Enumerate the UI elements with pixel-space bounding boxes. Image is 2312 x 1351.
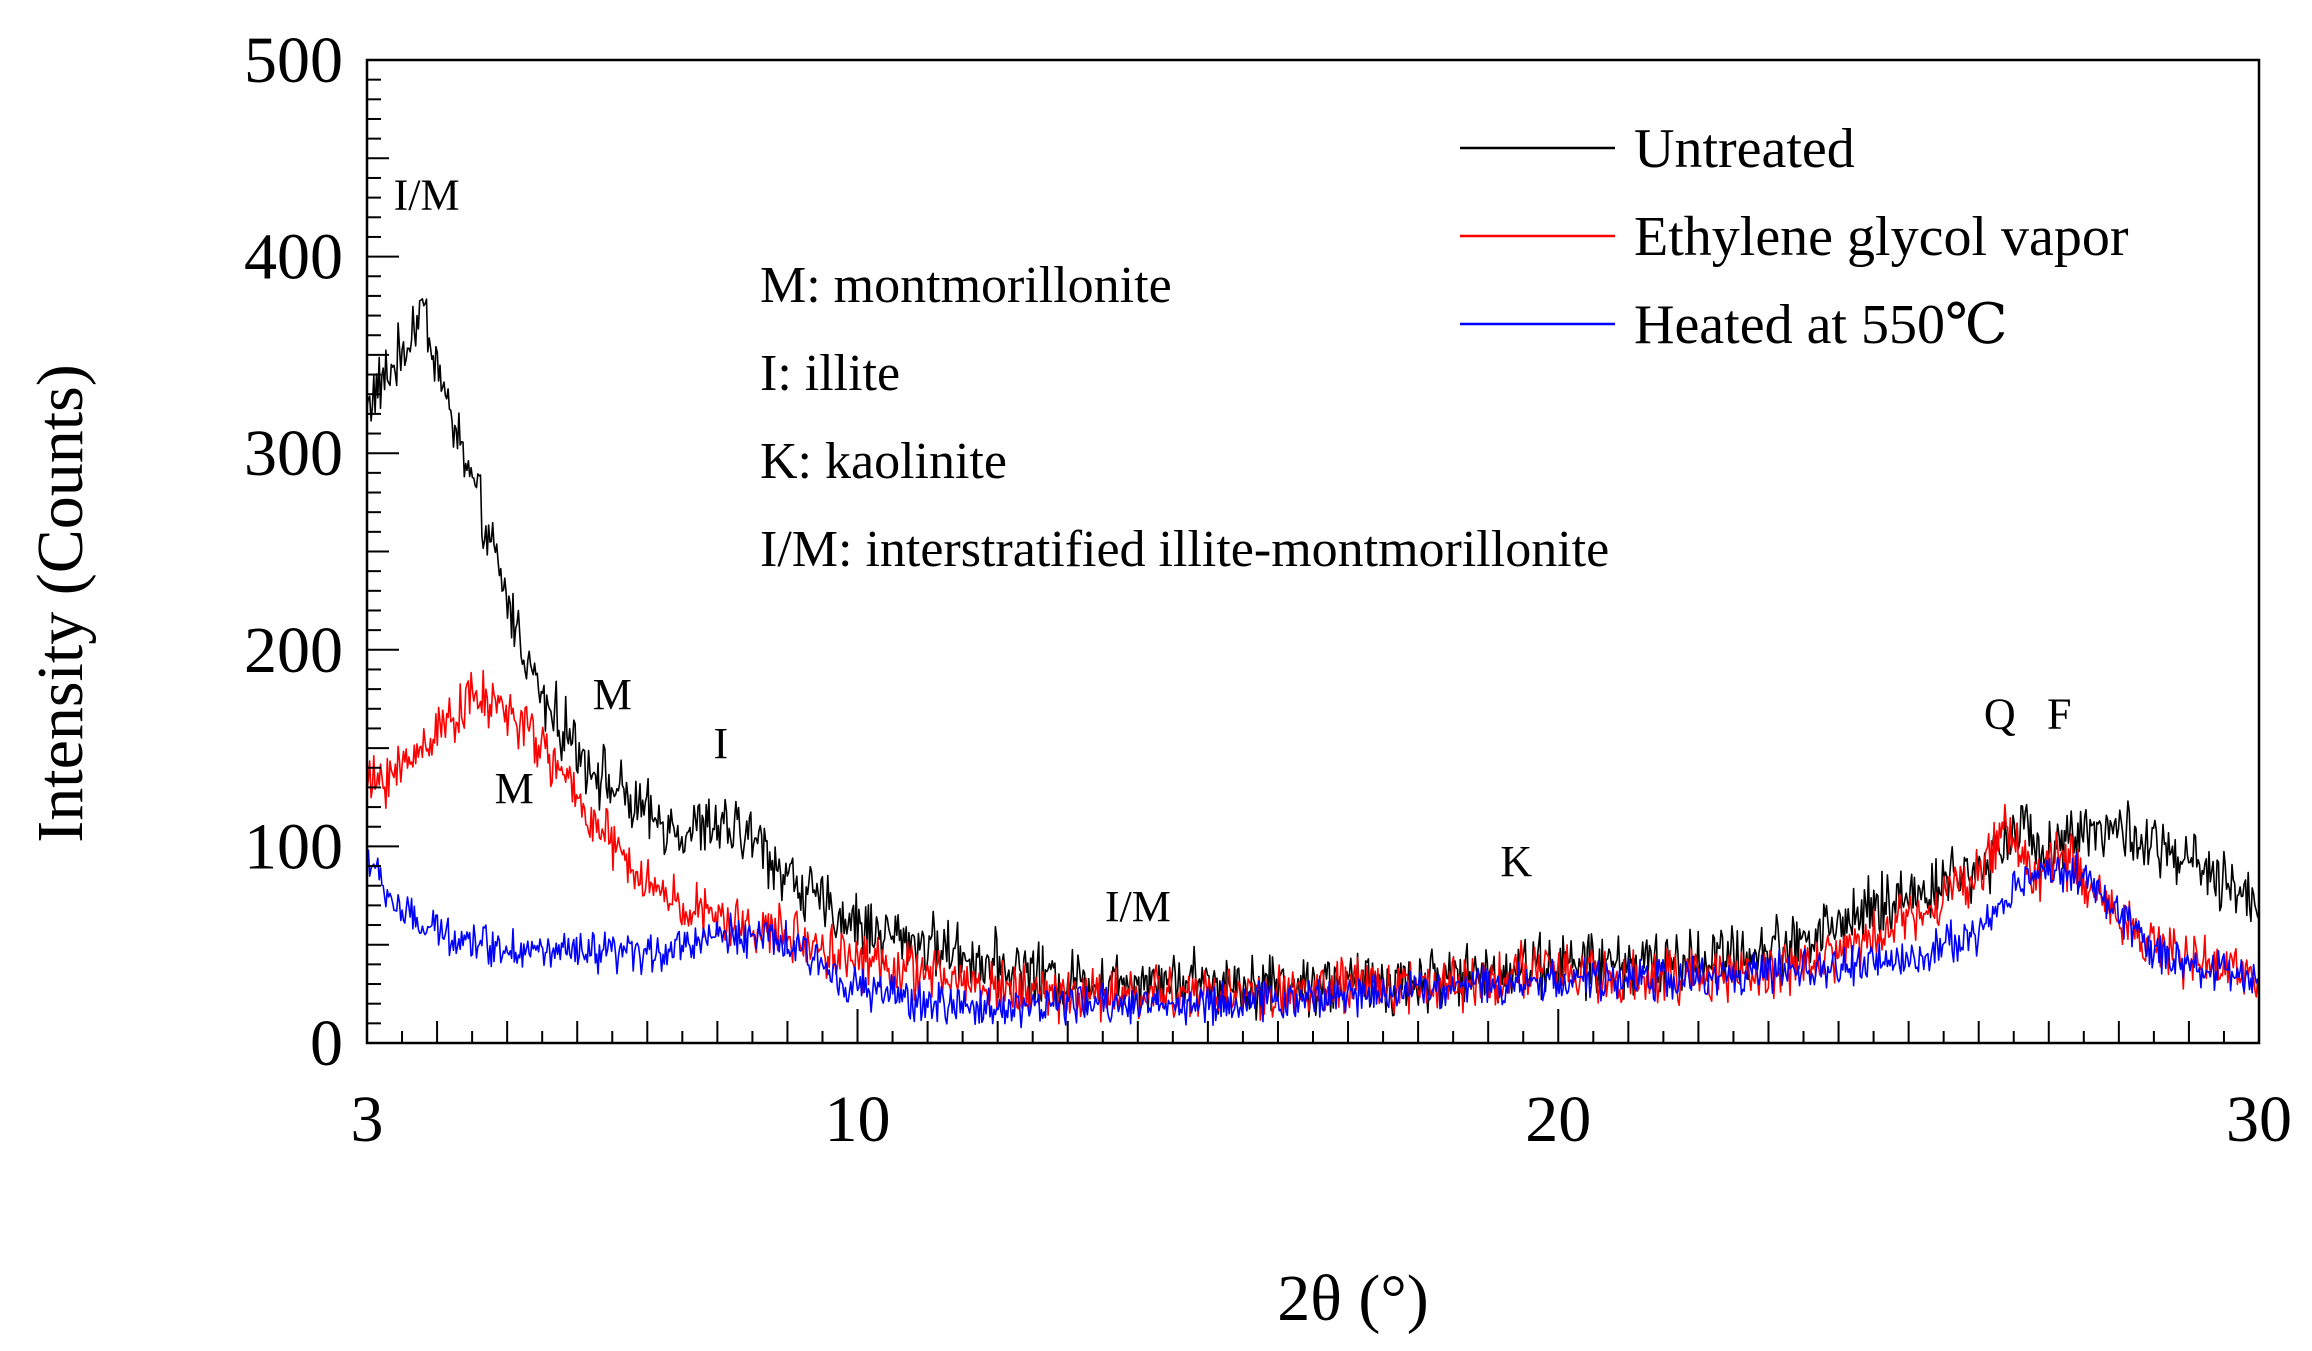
mineral-key-line: I/M: interstratified illite-montmorillon… [760, 521, 1609, 578]
x-tick-label: 20 [1525, 1083, 1591, 1156]
legend-label-2: Ethylene glycol vapor [1634, 206, 2129, 268]
y-tick-label: 300 [244, 417, 343, 490]
x-tick-label: 30 [2226, 1083, 2292, 1156]
peak-annotation: M [593, 670, 632, 719]
x-tick-label: 3 [351, 1083, 384, 1156]
series-line-3 [366, 849, 2260, 1029]
y-tick-label: 0 [310, 1007, 343, 1080]
y-tick-label: 400 [244, 221, 343, 294]
mineral-key-line: I: illite [760, 345, 900, 402]
peak-annotation: I/M [394, 170, 460, 219]
series-line-1 [366, 298, 2260, 1021]
peak-annotation: M [495, 764, 534, 813]
legend-label-1: Untreated [1634, 118, 1855, 180]
x-tick-label: 10 [825, 1083, 891, 1156]
y-axis-label: Intensity (Counts) [24, 364, 97, 842]
peak-annotation: K [1500, 837, 1532, 886]
y-tick-label: 100 [244, 810, 343, 883]
x-axis-label: 2θ (°) [1277, 1262, 1428, 1335]
peak-annotation: I/M [1105, 882, 1171, 931]
peak-annotation: Q [1984, 689, 2016, 738]
legend-label-3: Heated at 550℃ [1634, 294, 2008, 356]
mineral-key-line: M: montmorillonite [760, 257, 1172, 314]
peak-annotation: I [714, 719, 729, 768]
y-tick-label: 200 [244, 614, 343, 687]
peak-annotation: F [2047, 689, 2071, 738]
y-tick-label: 500 [244, 24, 343, 97]
mineral-key-line: K: kaolinite [760, 433, 1007, 490]
